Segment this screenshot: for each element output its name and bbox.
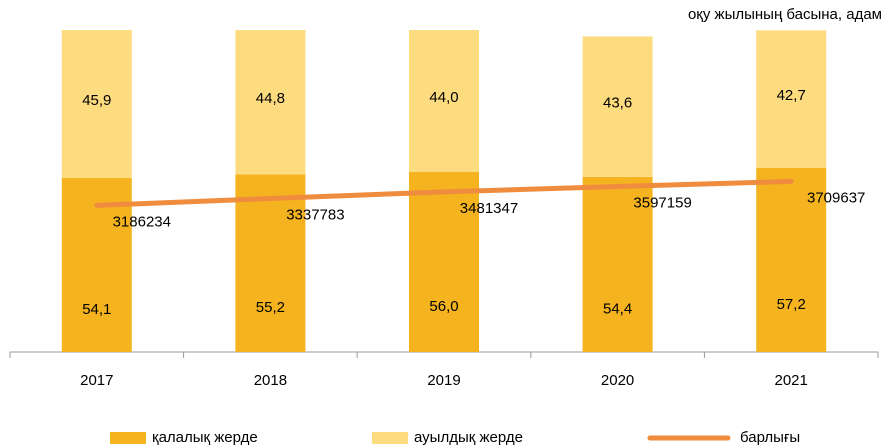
x-tick-label: 2021 xyxy=(775,372,808,389)
x-tick-label: 2018 xyxy=(254,372,287,389)
legend-label: ауылдық жерде xyxy=(414,429,523,446)
data-label: 55,2 xyxy=(256,299,285,316)
line-label: 3709637 xyxy=(807,189,865,206)
legend-label: барлығы xyxy=(740,429,800,446)
line-label: 3481347 xyxy=(460,200,518,217)
legend-swatch xyxy=(110,432,146,444)
bar xyxy=(756,167,827,352)
data-label: 44,8 xyxy=(256,90,285,107)
x-tick-label: 2019 xyxy=(427,372,460,389)
legend-swatch xyxy=(372,432,408,444)
x-tick-label: 2020 xyxy=(601,372,634,389)
line-label: 3186234 xyxy=(113,213,171,230)
data-label: 43,6 xyxy=(603,95,632,112)
bar xyxy=(409,30,479,172)
data-label: 45,9 xyxy=(82,92,111,109)
bar xyxy=(756,30,827,168)
legend-label: қалалық жерде xyxy=(152,429,258,446)
line-label: 3597159 xyxy=(633,194,691,211)
bar xyxy=(582,176,653,352)
line xyxy=(94,178,794,208)
bar xyxy=(582,36,653,177)
line-label: 3337783 xyxy=(286,206,344,223)
x-tick-label: 2017 xyxy=(80,372,113,389)
chart-subtitle: оқу жылының басына, адам xyxy=(688,6,882,23)
data-label: 54,4 xyxy=(603,300,632,317)
bar xyxy=(235,174,306,352)
bar xyxy=(61,30,132,178)
bar xyxy=(409,171,479,352)
data-label: 42,7 xyxy=(777,87,806,104)
data-label: 44,0 xyxy=(429,89,458,106)
data-label: 54,1 xyxy=(82,301,111,318)
data-label: 57,2 xyxy=(777,296,806,313)
bar xyxy=(235,30,306,175)
data-label: 56,0 xyxy=(429,298,458,315)
